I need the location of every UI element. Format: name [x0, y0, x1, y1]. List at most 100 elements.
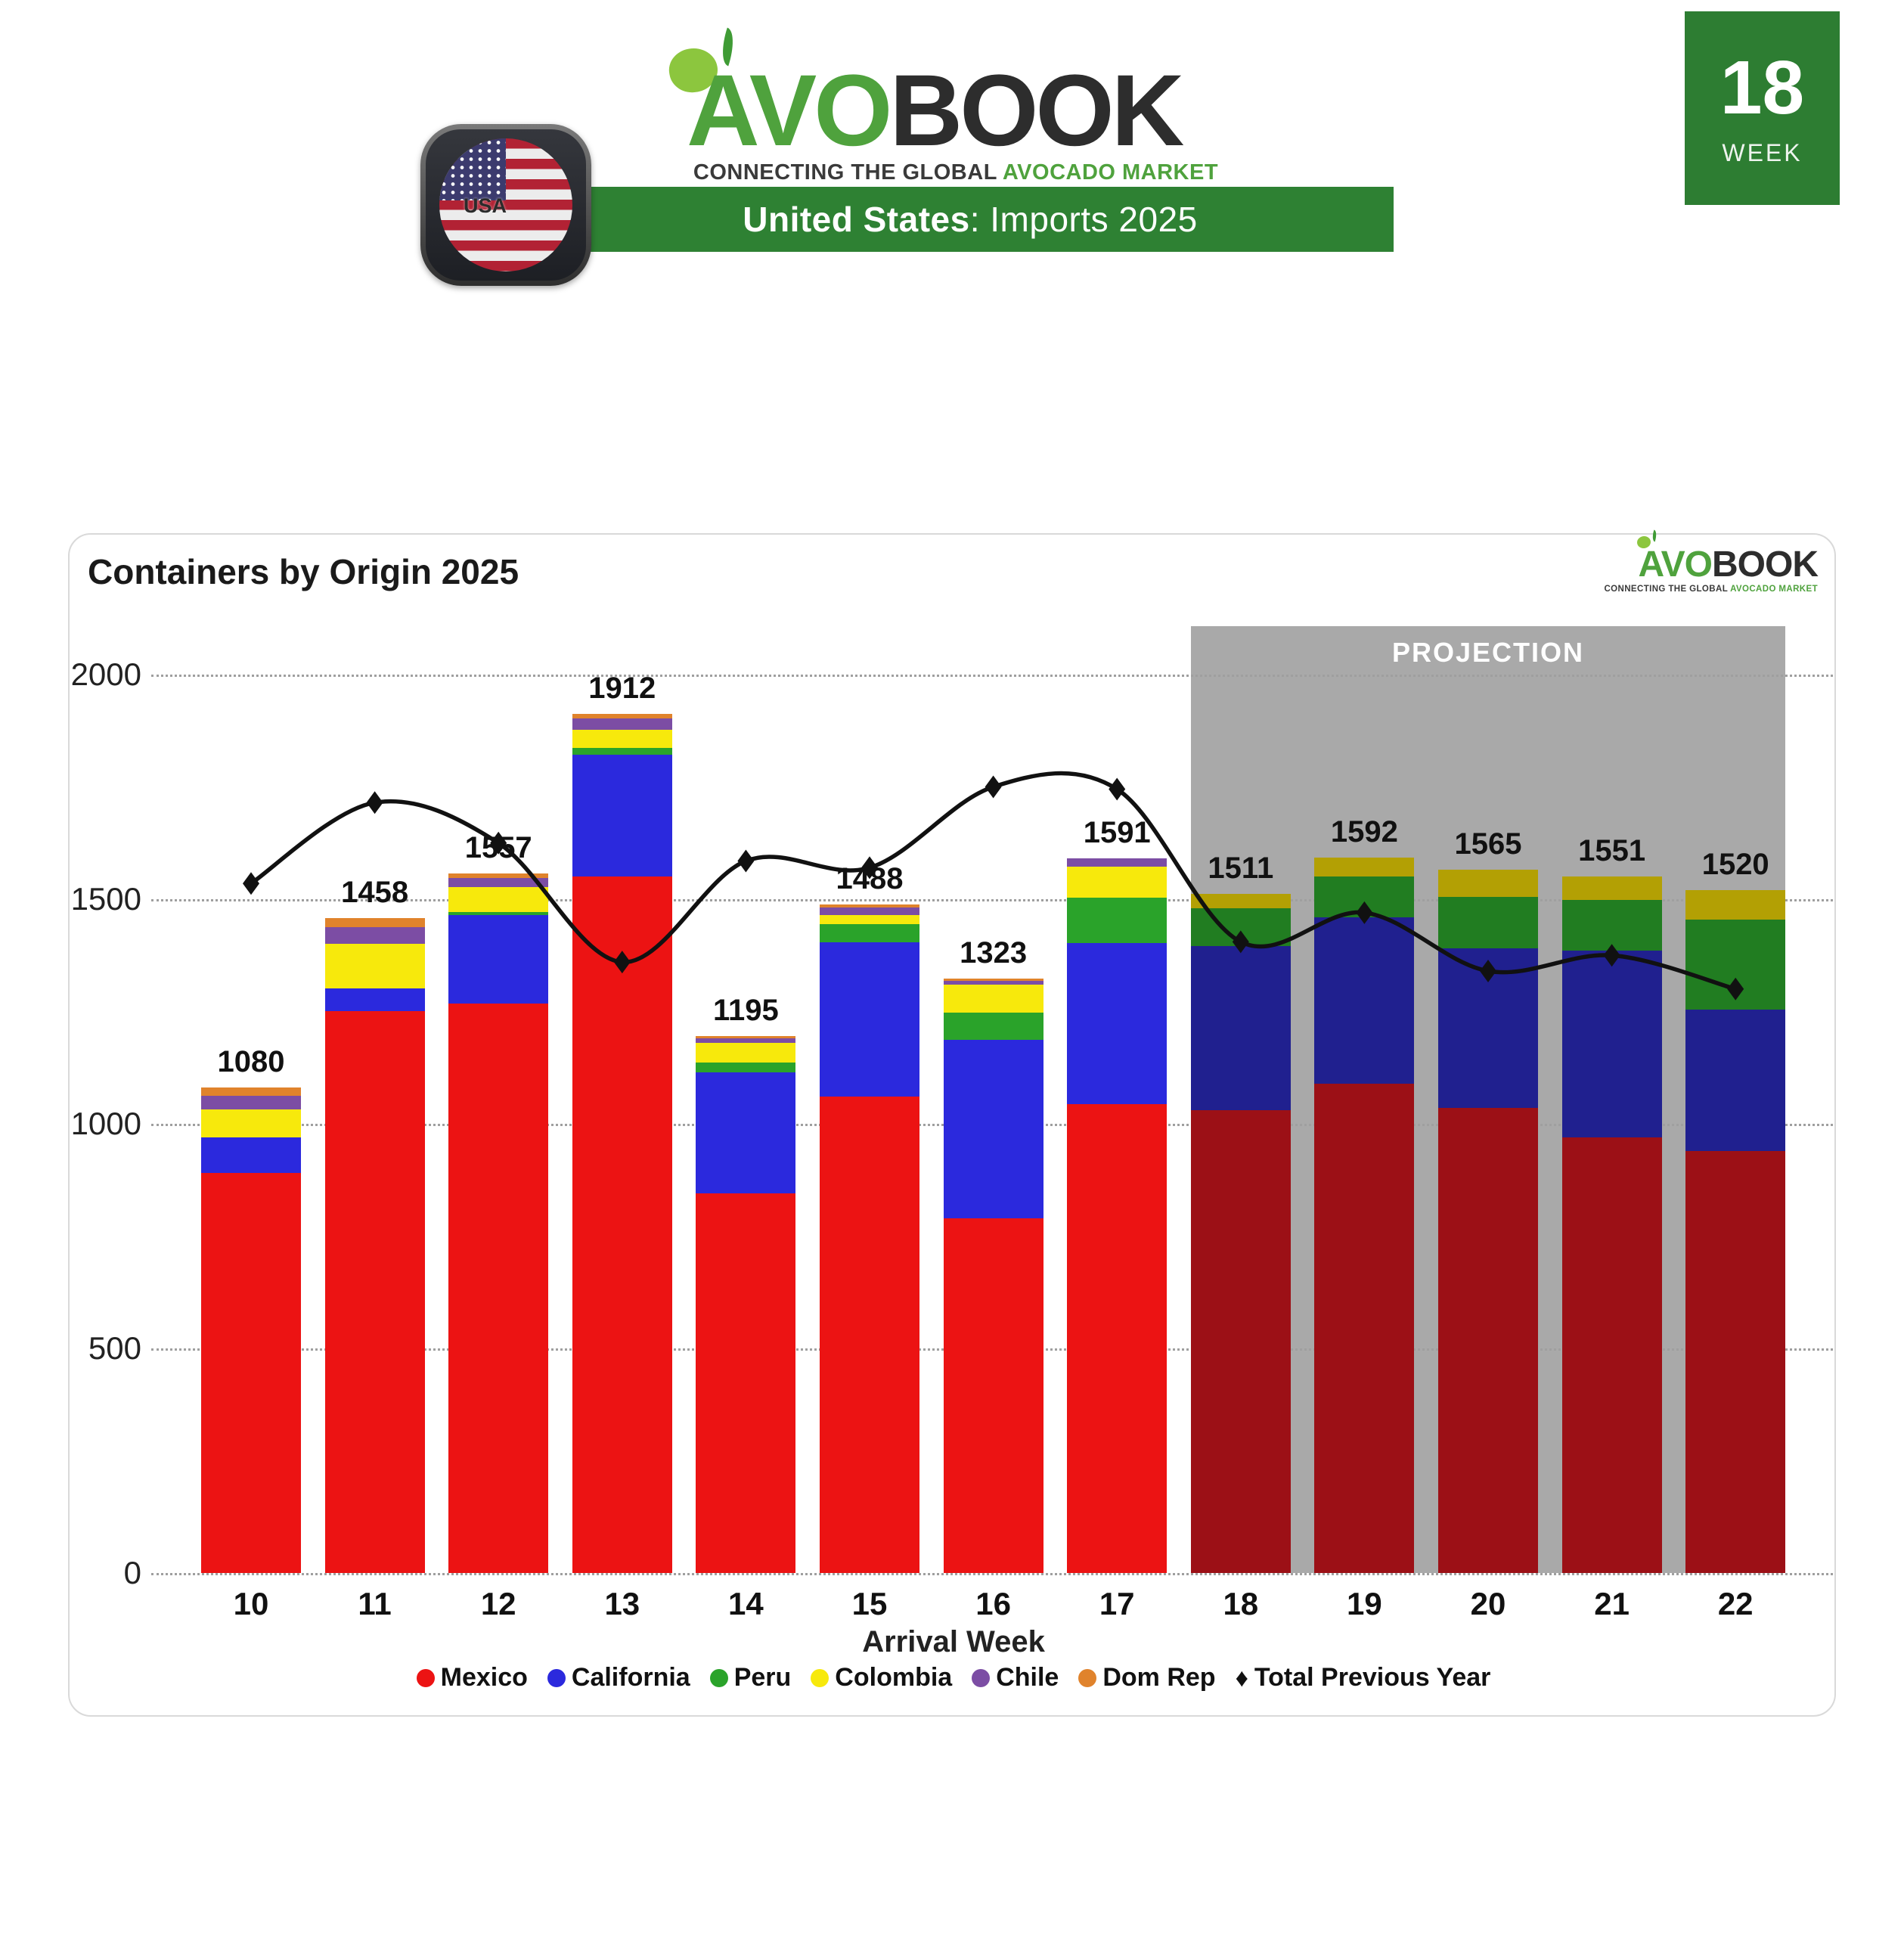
segment-peru-week-18 — [1190, 908, 1291, 947]
segment-peru-week-12 — [448, 912, 549, 916]
segment-chile-week-16 — [943, 980, 1043, 985]
segment-mexico-week-22 — [1685, 1150, 1786, 1573]
segment-dom-rep-week-13 — [572, 714, 672, 719]
usa-flag-label: USA — [464, 194, 507, 217]
segment-california-week-19 — [1314, 917, 1415, 1084]
segment-colombia-week-21 — [1561, 876, 1662, 900]
bar-week-17 — [1067, 858, 1168, 1573]
banner-country: United States — [743, 200, 970, 239]
bar-total-week-20: 1565 — [1454, 827, 1522, 861]
logo-tagline: CONNECTING THE GLOBAL AVOCADO MARKET — [687, 160, 1225, 185]
plot-area: PROJECTION 0 500 1000 1500 2000 1080 10 1458 11 15… — [70, 535, 1837, 1718]
segment-peru-week-16 — [943, 1013, 1043, 1040]
segment-mexico-week-20 — [1438, 1108, 1538, 1573]
segment-peru-week-15 — [820, 924, 919, 943]
legend: Mexico California Peru Colombia Chile Dom Rep… — [70, 1663, 1837, 1692]
x-axis-tick-20: 20 — [1470, 1586, 1506, 1621]
bar-week-21 — [1561, 876, 1662, 1573]
bar-total-week-10: 1080 — [217, 1045, 285, 1079]
segment-colombia-week-13 — [572, 730, 672, 748]
bar-total-week-18: 1511 — [1208, 852, 1274, 886]
segment-california-week-14 — [696, 1072, 796, 1194]
x-axis-tick-21: 21 — [1594, 1586, 1630, 1621]
x-axis-tick-16: 16 — [975, 1586, 1011, 1621]
segment-mexico-week-17 — [1067, 1103, 1168, 1573]
segment-dom-rep-week-11 — [324, 917, 425, 927]
x-axis-tick-14: 14 — [728, 1586, 764, 1621]
bar-total-week-19: 1592 — [1330, 815, 1398, 849]
segment-colombia-week-16 — [943, 985, 1043, 1013]
country-banner: United States: Imports 2025 — [547, 187, 1394, 252]
week-label: WEEK — [1722, 138, 1803, 166]
segment-california-week-21 — [1561, 950, 1662, 1137]
segment-chile-week-12 — [448, 878, 549, 887]
segment-california-week-13 — [572, 754, 672, 877]
segment-california-week-17 — [1067, 942, 1168, 1104]
bar-total-week-17: 1591 — [1083, 815, 1151, 849]
segment-peru-week-19 — [1314, 876, 1415, 917]
segment-colombia-week-20 — [1438, 870, 1538, 898]
segment-chile-week-13 — [572, 718, 672, 731]
legend-label: Colombia — [835, 1663, 953, 1692]
x-axis-tick-19: 19 — [1347, 1586, 1382, 1621]
segment-mexico-week-18 — [1190, 1110, 1291, 1573]
usa-flag-circle: USA — [439, 138, 572, 271]
y-axis-tick-1000: 1000 — [70, 1106, 141, 1141]
segment-colombia-week-17 — [1067, 866, 1168, 898]
legend-item-chile: Chile — [972, 1663, 1059, 1692]
x-axis-tick-17: 17 — [1099, 1586, 1135, 1621]
segment-peru-week-17 — [1067, 898, 1168, 943]
bar-week-12 — [448, 873, 549, 1573]
segment-chile-week-14 — [696, 1038, 796, 1044]
bar-total-week-15: 1488 — [836, 862, 904, 896]
banner-subtitle: : Imports 2025 — [969, 200, 1198, 239]
legend-label: California — [571, 1663, 690, 1692]
line-marker-diamond-icon-week-16 — [985, 775, 1002, 799]
legend-label: Chile — [996, 1663, 1059, 1692]
legend-item-dom-rep: Dom Rep — [1078, 1663, 1216, 1692]
segment-dom-rep-week-15 — [820, 904, 919, 908]
segment-chile-week-10 — [201, 1096, 301, 1109]
legend-dot-icon — [416, 1668, 435, 1687]
y-axis-tick-500: 500 — [88, 1330, 141, 1366]
segment-mexico-week-14 — [696, 1193, 796, 1573]
y-axis-tick-2000: 2000 — [70, 656, 141, 692]
segment-mexico-week-19 — [1314, 1083, 1415, 1573]
x-axis-tick-13: 13 — [604, 1586, 640, 1621]
bar-week-20 — [1438, 870, 1538, 1573]
bar-week-19 — [1314, 858, 1415, 1573]
segment-peru-week-20 — [1438, 897, 1538, 949]
segment-chile-week-15 — [820, 908, 919, 915]
segment-peru-week-21 — [1561, 899, 1662, 951]
bar-week-11 — [324, 917, 425, 1573]
wordmark-avo: AVO — [687, 54, 892, 167]
segment-chile-week-17 — [1067, 858, 1168, 867]
segment-dom-rep-week-12 — [448, 873, 549, 879]
x-axis-title: Arrival Week — [862, 1625, 1045, 1658]
segment-mexico-week-16 — [943, 1218, 1043, 1573]
bar-week-16 — [943, 979, 1043, 1573]
segment-california-week-10 — [201, 1137, 301, 1174]
legend-label: Peru — [733, 1663, 792, 1692]
y-axis-tick-1500: 1500 — [70, 881, 141, 917]
gridline-y-0 — [151, 1573, 1833, 1575]
tagline-dark: CONNECTING THE GLOBAL — [693, 160, 1003, 185]
usa-flag-frame: USA — [426, 129, 586, 281]
segment-colombia-week-19 — [1314, 858, 1415, 877]
y-axis-tick-0: 0 — [123, 1555, 141, 1590]
segment-mexico-week-12 — [448, 1004, 549, 1573]
segment-mexico-week-13 — [572, 876, 672, 1573]
bar-week-15 — [820, 904, 919, 1573]
bar-week-22 — [1685, 890, 1786, 1573]
segment-california-week-12 — [448, 915, 549, 1004]
bar-week-10 — [201, 1087, 301, 1573]
segment-california-week-20 — [1438, 948, 1538, 1109]
line-marker-diamond-icon-week-14 — [737, 849, 755, 873]
bar-total-week-13: 1912 — [588, 672, 656, 706]
legend-item-total-previous-year: ♦ Total Previous Year — [1236, 1663, 1491, 1692]
segment-california-week-11 — [324, 988, 425, 1012]
segment-california-week-18 — [1190, 946, 1291, 1111]
x-axis-tick-18: 18 — [1223, 1586, 1259, 1621]
chart-title: Containers by Origin 2025 — [88, 552, 519, 591]
